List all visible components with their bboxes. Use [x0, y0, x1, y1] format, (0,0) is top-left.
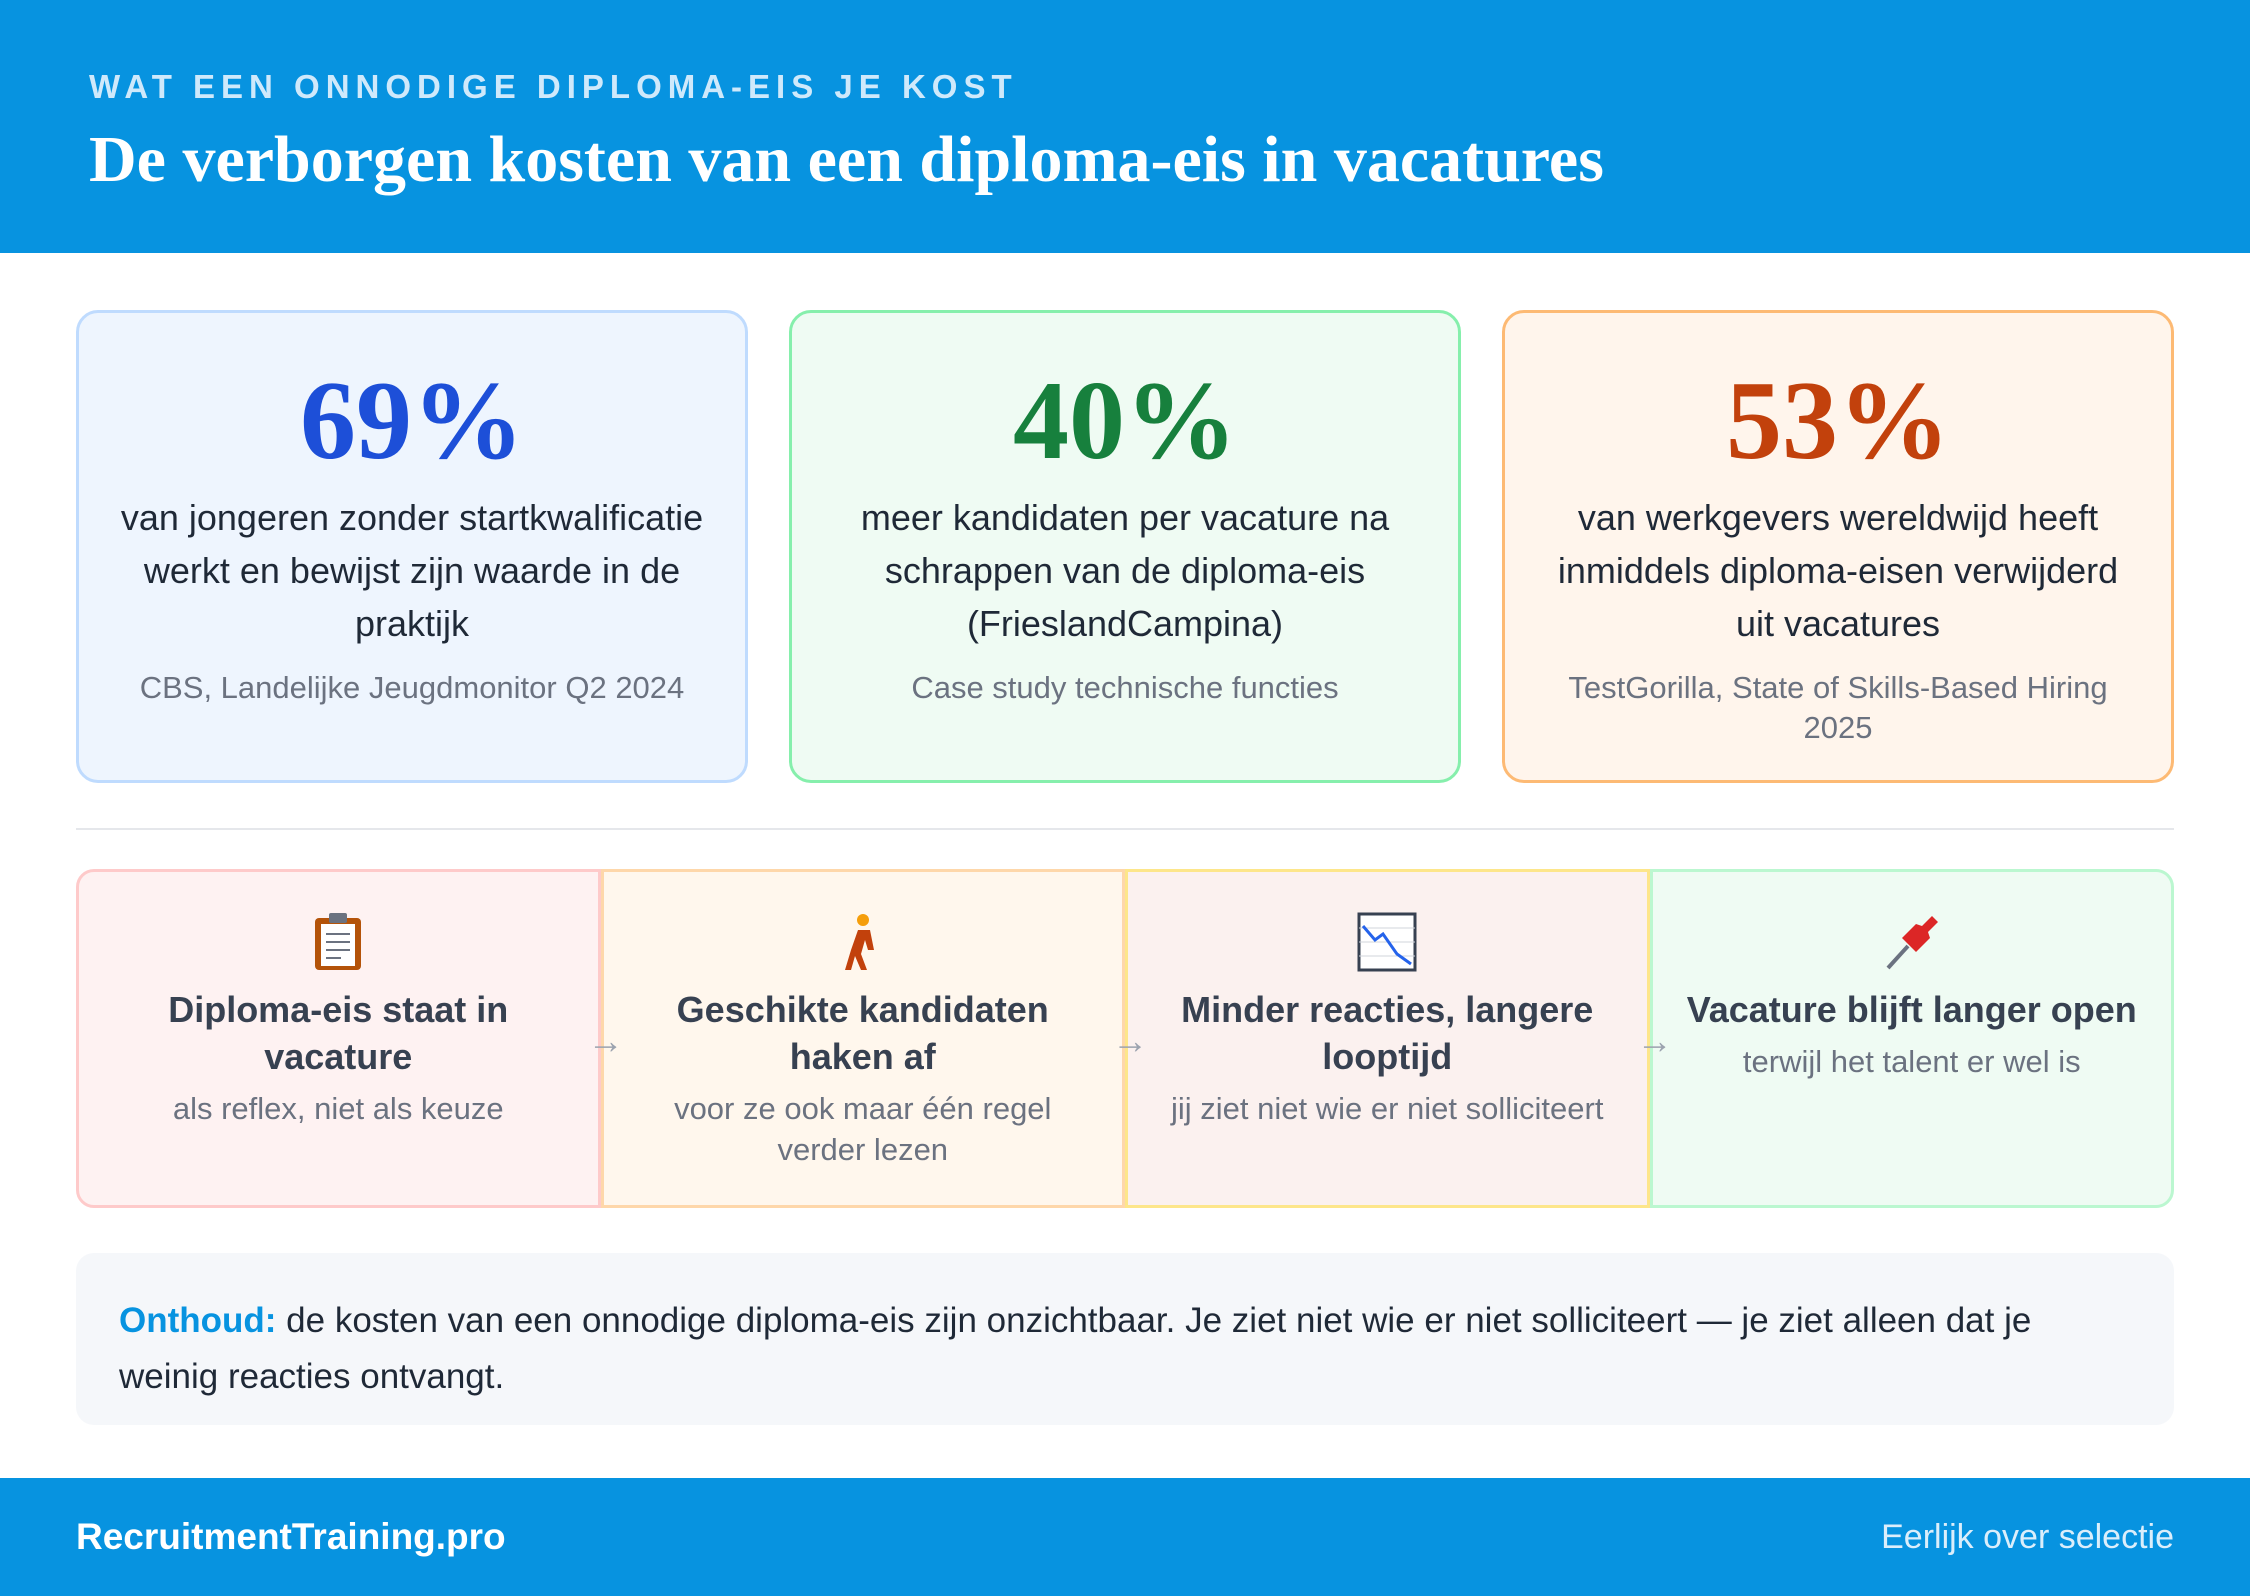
chart-down-icon: [1357, 912, 1417, 972]
stat-description: meer kandidaten per vacature na schrappe…: [860, 497, 1390, 644]
step-title: Diploma-eis staat in vacature: [168, 989, 509, 1077]
step-subtitle: voor ze ook maar één regel verder lezen: [674, 1091, 1052, 1167]
stat-card: 69% van jongeren zonder startkwalificati…: [76, 310, 748, 783]
step-subtitle: als reflex, niet als keuze: [172, 1091, 504, 1126]
step-title: Vacature blijft langer open: [1686, 989, 2137, 1030]
stat-description: van werkgevers wereldwijd heeft inmiddel…: [1557, 497, 2119, 644]
footer: RecruitmentTraining.pro Eerlijk over sel…: [0, 1478, 2250, 1596]
tagline: Eerlijk over selectie: [1881, 1517, 2174, 1556]
arrow: →: [587, 1020, 624, 1061]
step-title: Minder reacties, langere looptijd: [1181, 989, 1594, 1077]
divider: [76, 828, 2174, 830]
brand: RecruitmentTraining.pro: [76, 1516, 506, 1557]
stat-source: TestGorilla, State of Skills-Based Hirin…: [1568, 670, 2108, 745]
stat-value: 53%: [1726, 359, 1950, 483]
walking-icon: [844, 914, 874, 970]
stat-description: van jongeren zonder startkwalificatie we…: [120, 497, 704, 644]
step-title: Geschikte kandidaten haken af: [676, 989, 1049, 1077]
note-label: Onthoud:: [119, 1301, 277, 1340]
clipboard-icon: [315, 913, 362, 970]
note: Onthoud: de kosten van een onnodige dipl…: [76, 1253, 2174, 1425]
flow-step: Geschikte kandidaten haken af voor ze oo…: [600, 869, 1148, 1208]
title: De verborgen kosten van een diploma-eis …: [89, 123, 1604, 196]
pushpin-icon: [1886, 916, 1938, 970]
flow-step: Vacature blijft langer open terwijl het …: [1649, 869, 2174, 1208]
step-subtitle: terwijl het talent er wel is: [1742, 1044, 2081, 1079]
flow-step: Minder reacties, langere looptijd jij zi…: [1125, 869, 1673, 1208]
stat-source: CBS, Landelijke Jeugdmonitor Q2 2024: [139, 670, 685, 705]
flow: Diploma-eis staat in vacature als reflex…: [76, 869, 2174, 1208]
flow-step: Diploma-eis staat in vacature als reflex…: [76, 869, 624, 1208]
kicker: WAT EEN ONNODIGE DIPLOMA-EIS JE KOST: [89, 68, 1018, 105]
stat-card: 53% van werkgevers wereldwijd heeft inmi…: [1502, 310, 2174, 783]
step-subtitle: jij ziet niet wie er niet solliciteert: [1171, 1091, 1604, 1126]
arrow: →: [1112, 1020, 1148, 1061]
header: WAT EEN ONNODIGE DIPLOMA-EIS JE KOST De …: [0, 0, 2250, 253]
stat-card: 40% meer kandidaten per vacature na schr…: [789, 310, 1461, 783]
stat-value: 40%: [1013, 359, 1237, 483]
note-text: de kosten van een onnodige diploma-eis z…: [119, 1301, 2032, 1396]
arrow: →: [1636, 1020, 1673, 1061]
stat-value: 69%: [300, 359, 524, 483]
stat-source: Case study technische functies: [911, 670, 1339, 705]
